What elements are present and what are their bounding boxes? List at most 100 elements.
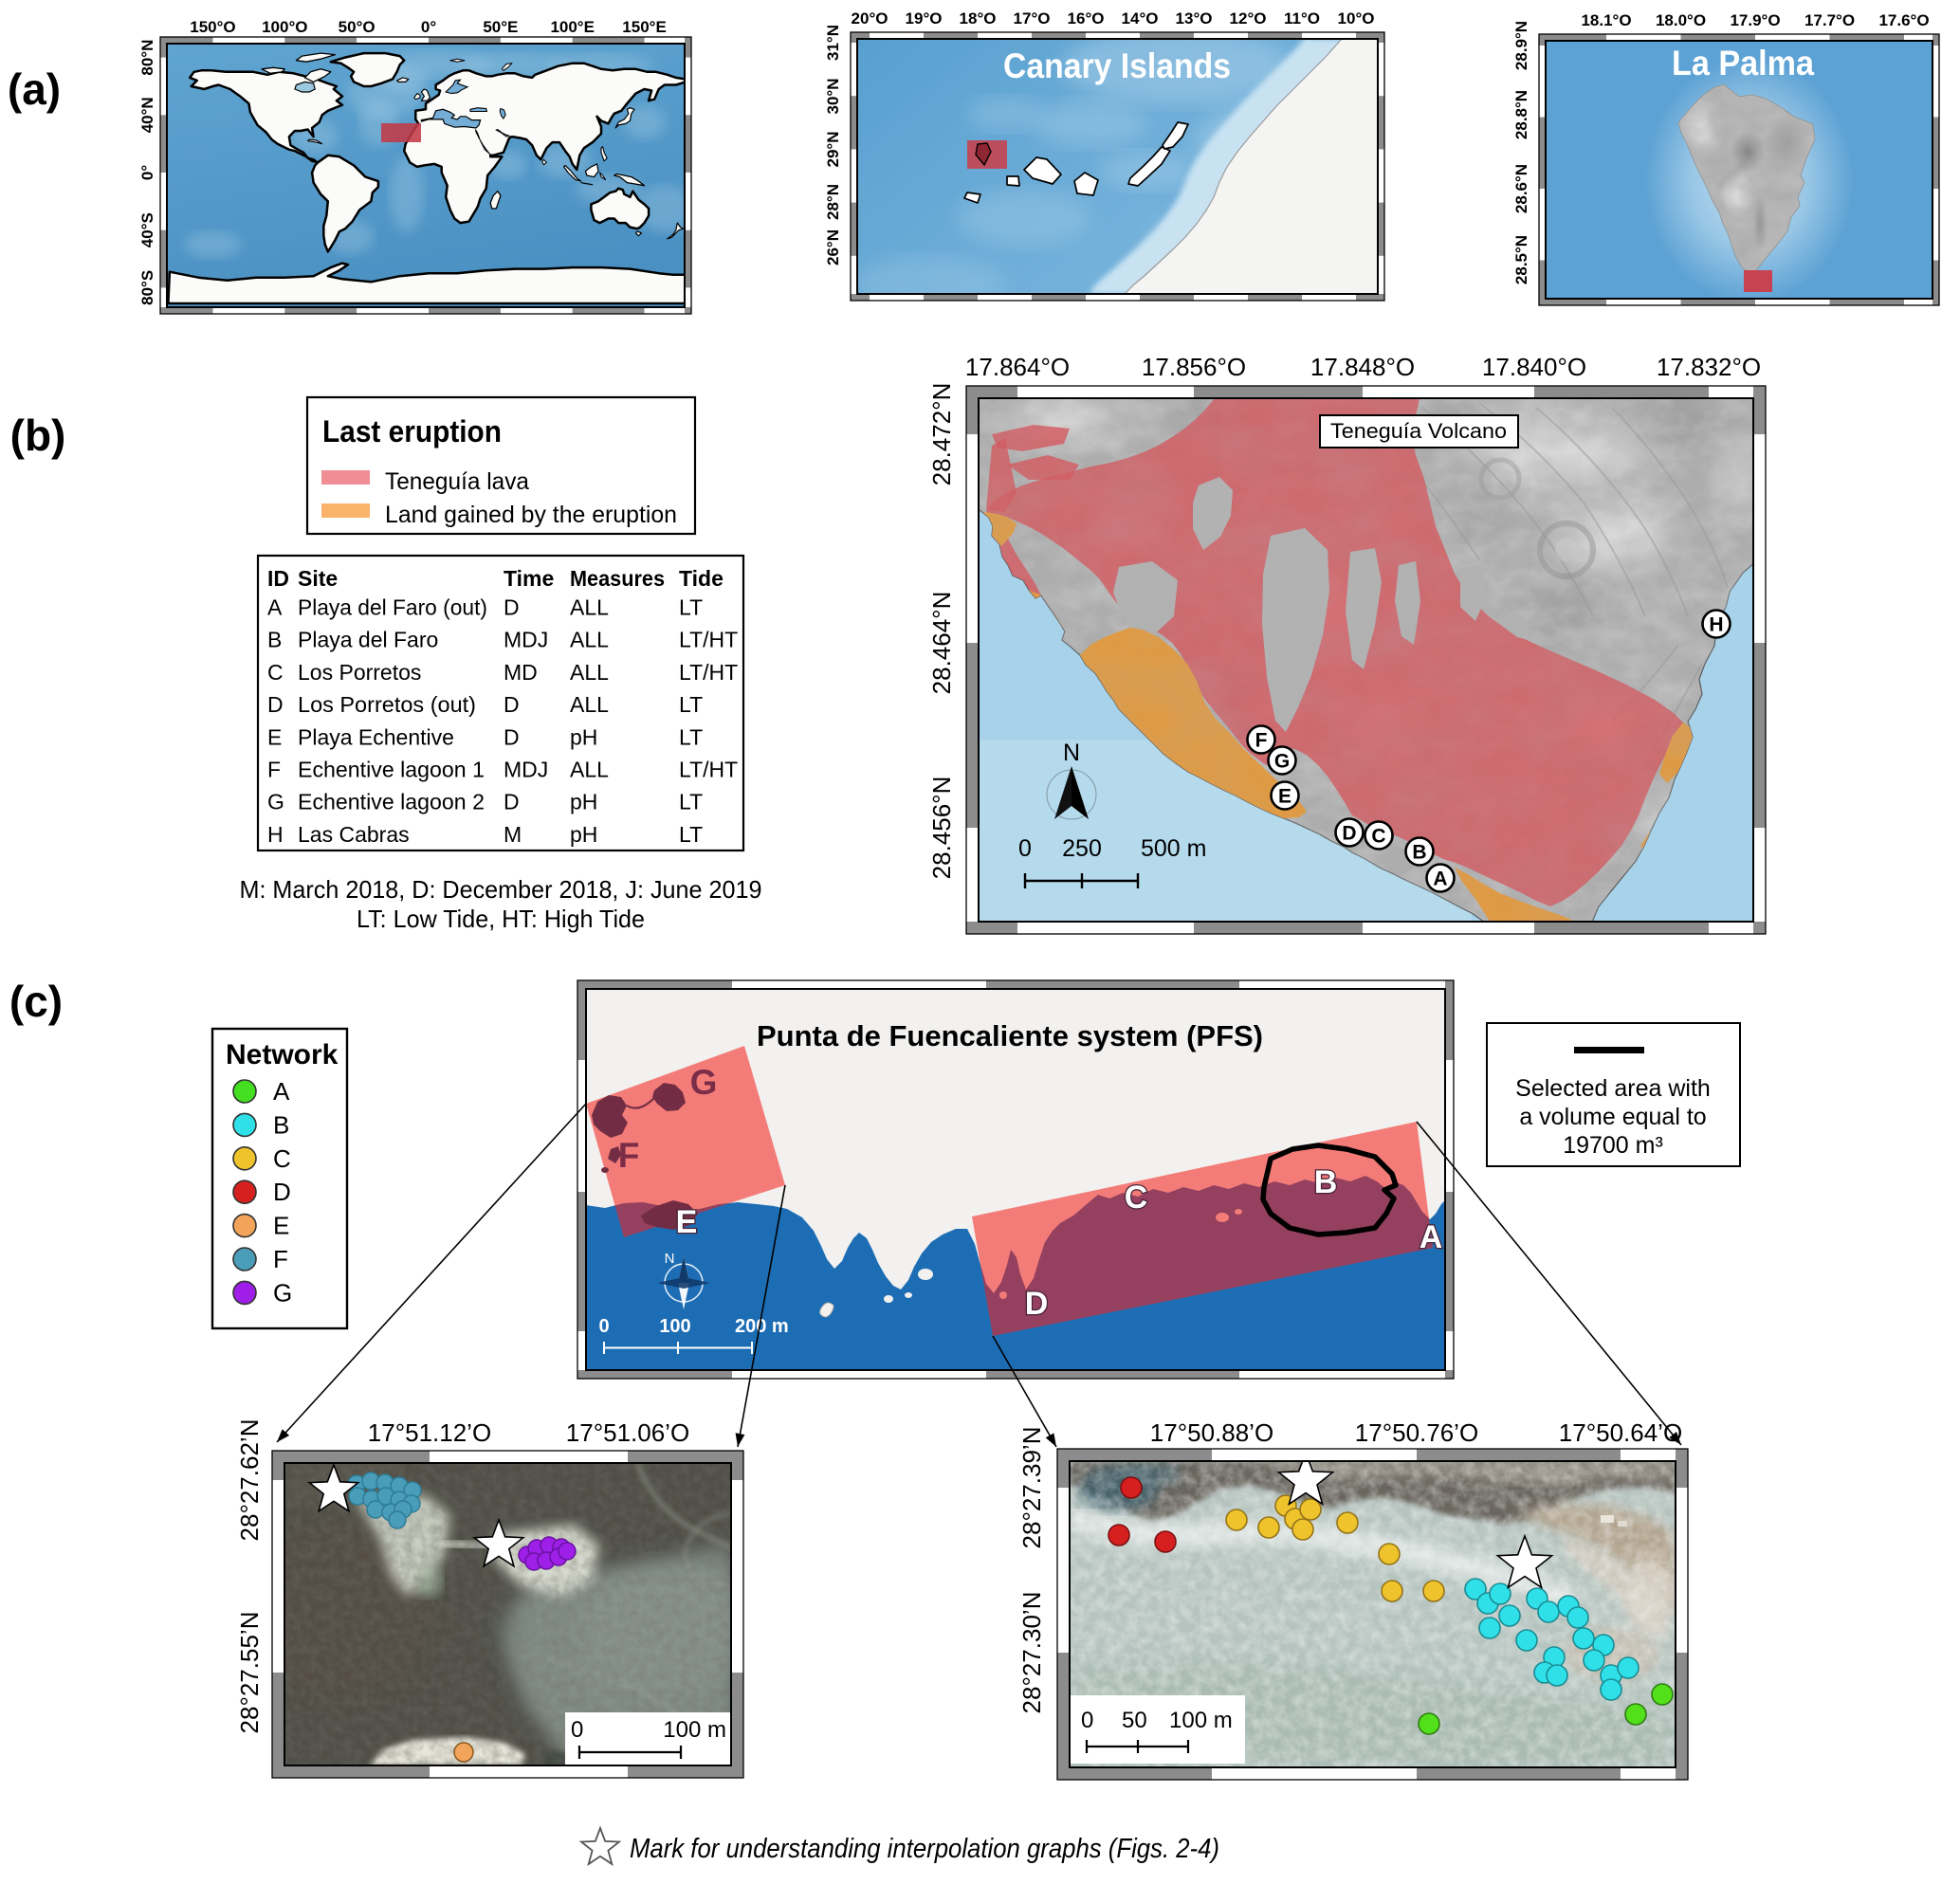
svg-text:G: G [273,1278,292,1307]
svg-text:31°N: 31°N [824,25,842,61]
svg-text:A: A [1433,869,1447,890]
svg-text:D: D [504,724,520,749]
svg-text:28°N: 28°N [824,184,842,220]
svg-text:Time: Time [504,566,554,591]
svg-text:0: 0 [598,1316,609,1337]
svg-text:11°O: 11°O [1284,9,1320,27]
svg-text:200 m: 200 m [735,1316,789,1337]
svg-text:Land gained by the eruption: Land gained by the eruption [385,502,677,528]
svg-text:LT: LT [679,692,703,717]
svg-text:MDJ: MDJ [504,628,548,652]
svg-text:B: B [1412,842,1426,864]
svg-text:13°O: 13°O [1176,9,1213,27]
svg-text:Network: Network [226,1039,339,1070]
svg-text:80°S: 80°S [138,270,156,305]
svg-text:30°N: 30°N [824,79,842,115]
svg-text:LT: LT [679,822,703,847]
svg-text:a volume equal to: a volume equal to [1519,1104,1706,1130]
svg-text:0°: 0° [421,18,436,36]
svg-text:ALL: ALL [570,628,609,652]
svg-text:17°51.06’O: 17°51.06’O [566,1418,689,1447]
svg-text:26°N: 26°N [824,229,842,265]
svg-text:C: C [273,1144,291,1173]
svg-text:28°27.55’N: 28°27.55’N [235,1612,264,1734]
svg-text:MDJ: MDJ [504,758,548,782]
svg-text:50°O: 50°O [339,18,376,36]
svg-text:pH: pH [570,724,597,749]
svg-text:M: M [504,822,522,847]
svg-text:N: N [665,1251,675,1267]
svg-text:Echentive lagoon 1: Echentive lagoon 1 [298,758,485,782]
svg-text:Los Porretos (out): Los Porretos (out) [298,692,476,717]
svg-text:E: E [273,1212,289,1240]
svg-text:ALL: ALL [570,660,609,685]
svg-text:40°S: 40°S [138,212,156,247]
svg-text:Canary Islands: Canary Islands [1003,46,1231,85]
svg-text:ALL: ALL [570,758,609,782]
svg-text:ALL: ALL [570,595,609,620]
svg-text:17°51.12’O: 17°51.12’O [368,1418,491,1447]
svg-text:Measures: Measures [570,566,665,591]
svg-text:17°50.88’O: 17°50.88’O [1150,1418,1273,1447]
svg-text:MD: MD [504,660,538,685]
svg-text:50: 50 [1122,1708,1147,1733]
svg-text:E: E [1278,786,1291,808]
svg-text:(b): (b) [10,411,66,460]
svg-text:H: H [1709,614,1723,636]
svg-text:LT/HT: LT/HT [679,758,738,782]
svg-text:Mark for understanding interpo: Mark for understanding interpolation gra… [630,1834,1219,1864]
svg-text:F: F [1255,730,1268,752]
svg-text:G: G [267,790,284,814]
svg-text:A: A [267,595,283,620]
svg-text:19700 m³: 19700 m³ [1563,1132,1663,1159]
svg-text:250: 250 [1062,835,1102,862]
svg-text:28.6°N: 28.6°N [1512,164,1530,213]
svg-text:0°: 0° [138,165,156,180]
svg-text:40°N: 40°N [138,97,156,133]
svg-text:28.456°N: 28.456°N [927,777,956,880]
svg-text:50°E: 50°E [483,18,518,36]
svg-text:C: C [1371,826,1385,848]
svg-text:28.472°N: 28.472°N [927,383,956,486]
svg-text:0: 0 [571,1717,583,1743]
svg-text:18.1°O: 18.1°O [1581,11,1631,29]
svg-text:17.840°O: 17.840°O [1482,353,1586,381]
svg-text:17.6°O: 17.6°O [1878,11,1929,29]
svg-text:100 m: 100 m [1169,1708,1233,1733]
svg-text:150°E: 150°E [622,18,667,36]
svg-text:Las Cabras: Las Cabras [298,822,410,847]
svg-text:D: D [504,790,520,814]
svg-text:N: N [1063,740,1080,766]
svg-text:Punta de Fuencaliente system (: Punta de Fuencaliente system (PFS) [757,1019,1263,1052]
svg-text:10°O: 10°O [1338,9,1375,27]
svg-text:28.464°N: 28.464°N [927,592,956,695]
svg-text:C: C [1125,1180,1148,1216]
svg-text:28.5°N: 28.5°N [1512,235,1530,284]
svg-text:Last eruption: Last eruption [322,414,502,448]
svg-text:Teneguía Volcano: Teneguía Volcano [1330,419,1507,443]
svg-text:100°E: 100°E [550,18,595,36]
svg-text:17°50.76’O: 17°50.76’O [1355,1418,1478,1447]
svg-text:LT: LT [679,595,703,620]
svg-text:28.8°N: 28.8°N [1512,90,1530,139]
svg-text:LT: LT [679,724,703,749]
svg-text:Tide: Tide [679,566,724,591]
svg-text:17.832°O: 17.832°O [1657,353,1761,381]
svg-text:D: D [504,595,520,620]
svg-text:Selected area with: Selected area with [1515,1075,1711,1102]
svg-text:A: A [273,1077,290,1106]
svg-text:G: G [1274,751,1290,773]
svg-text:(c): (c) [9,977,63,1026]
svg-text:D: D [1342,823,1356,845]
svg-text:0: 0 [1081,1708,1093,1733]
svg-text:17.864°O: 17.864°O [965,353,1070,381]
svg-text:20°O: 20°O [852,9,888,27]
svg-text:17.848°O: 17.848°O [1310,353,1415,381]
svg-text:F: F [273,1245,288,1273]
svg-text:150°O: 150°O [190,18,235,36]
svg-text:B: B [273,1110,289,1139]
svg-text:100: 100 [659,1316,690,1337]
svg-text:pH: pH [570,822,597,847]
svg-text:Playa del Faro (out): Playa del Faro (out) [298,595,487,620]
svg-text:Playa del Faro: Playa del Faro [298,628,438,652]
